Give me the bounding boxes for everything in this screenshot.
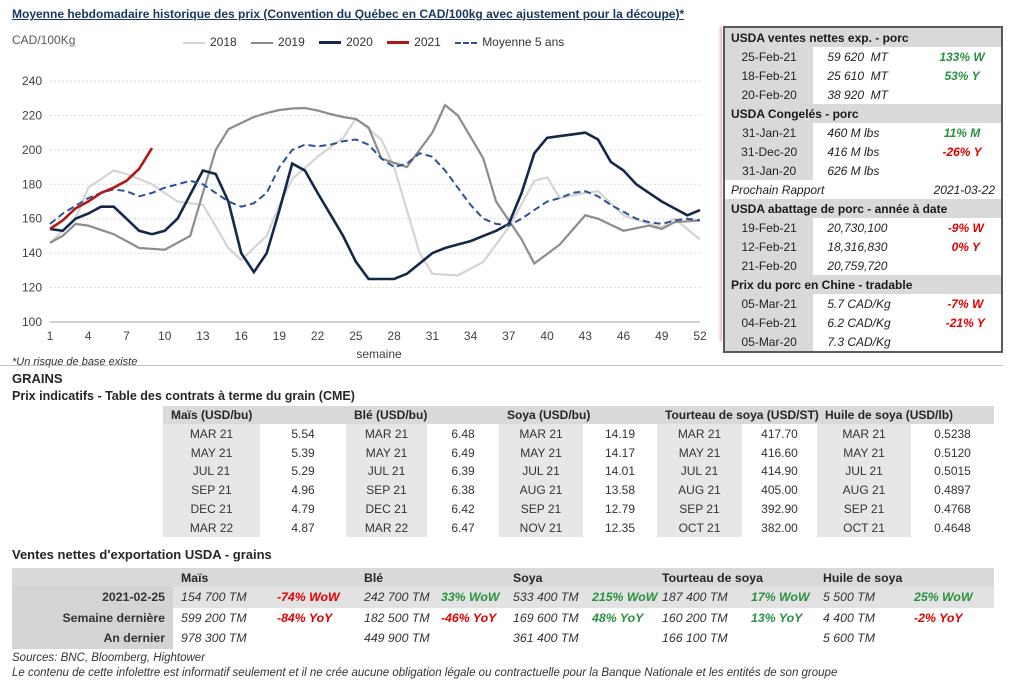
svg-text:22: 22 xyxy=(311,329,325,343)
svg-text:160: 160 xyxy=(22,212,42,226)
svg-text:240: 240 xyxy=(22,74,42,88)
svg-text:semaine: semaine xyxy=(356,347,402,361)
svg-text:16: 16 xyxy=(235,329,249,343)
svg-text:200: 200 xyxy=(22,143,42,157)
svg-text:100: 100 xyxy=(22,315,42,329)
svg-text:28: 28 xyxy=(387,329,401,343)
svg-text:37: 37 xyxy=(502,329,516,343)
svg-text:46: 46 xyxy=(617,329,631,343)
svg-text:34: 34 xyxy=(464,329,478,343)
svg-text:43: 43 xyxy=(579,329,593,343)
svg-text:4: 4 xyxy=(85,329,92,343)
svg-text:13: 13 xyxy=(196,329,210,343)
svg-text:52: 52 xyxy=(693,329,707,343)
svg-text:1: 1 xyxy=(47,329,54,343)
svg-text:7: 7 xyxy=(123,329,130,343)
svg-text:49: 49 xyxy=(655,329,669,343)
svg-text:140: 140 xyxy=(22,246,42,260)
svg-text:180: 180 xyxy=(22,177,42,191)
svg-text:31: 31 xyxy=(426,329,440,343)
svg-text:120: 120 xyxy=(22,281,42,295)
svg-text:19: 19 xyxy=(273,329,287,343)
svg-text:40: 40 xyxy=(540,329,554,343)
svg-text:10: 10 xyxy=(158,329,172,343)
svg-text:25: 25 xyxy=(349,329,363,343)
svg-text:220: 220 xyxy=(22,108,42,122)
